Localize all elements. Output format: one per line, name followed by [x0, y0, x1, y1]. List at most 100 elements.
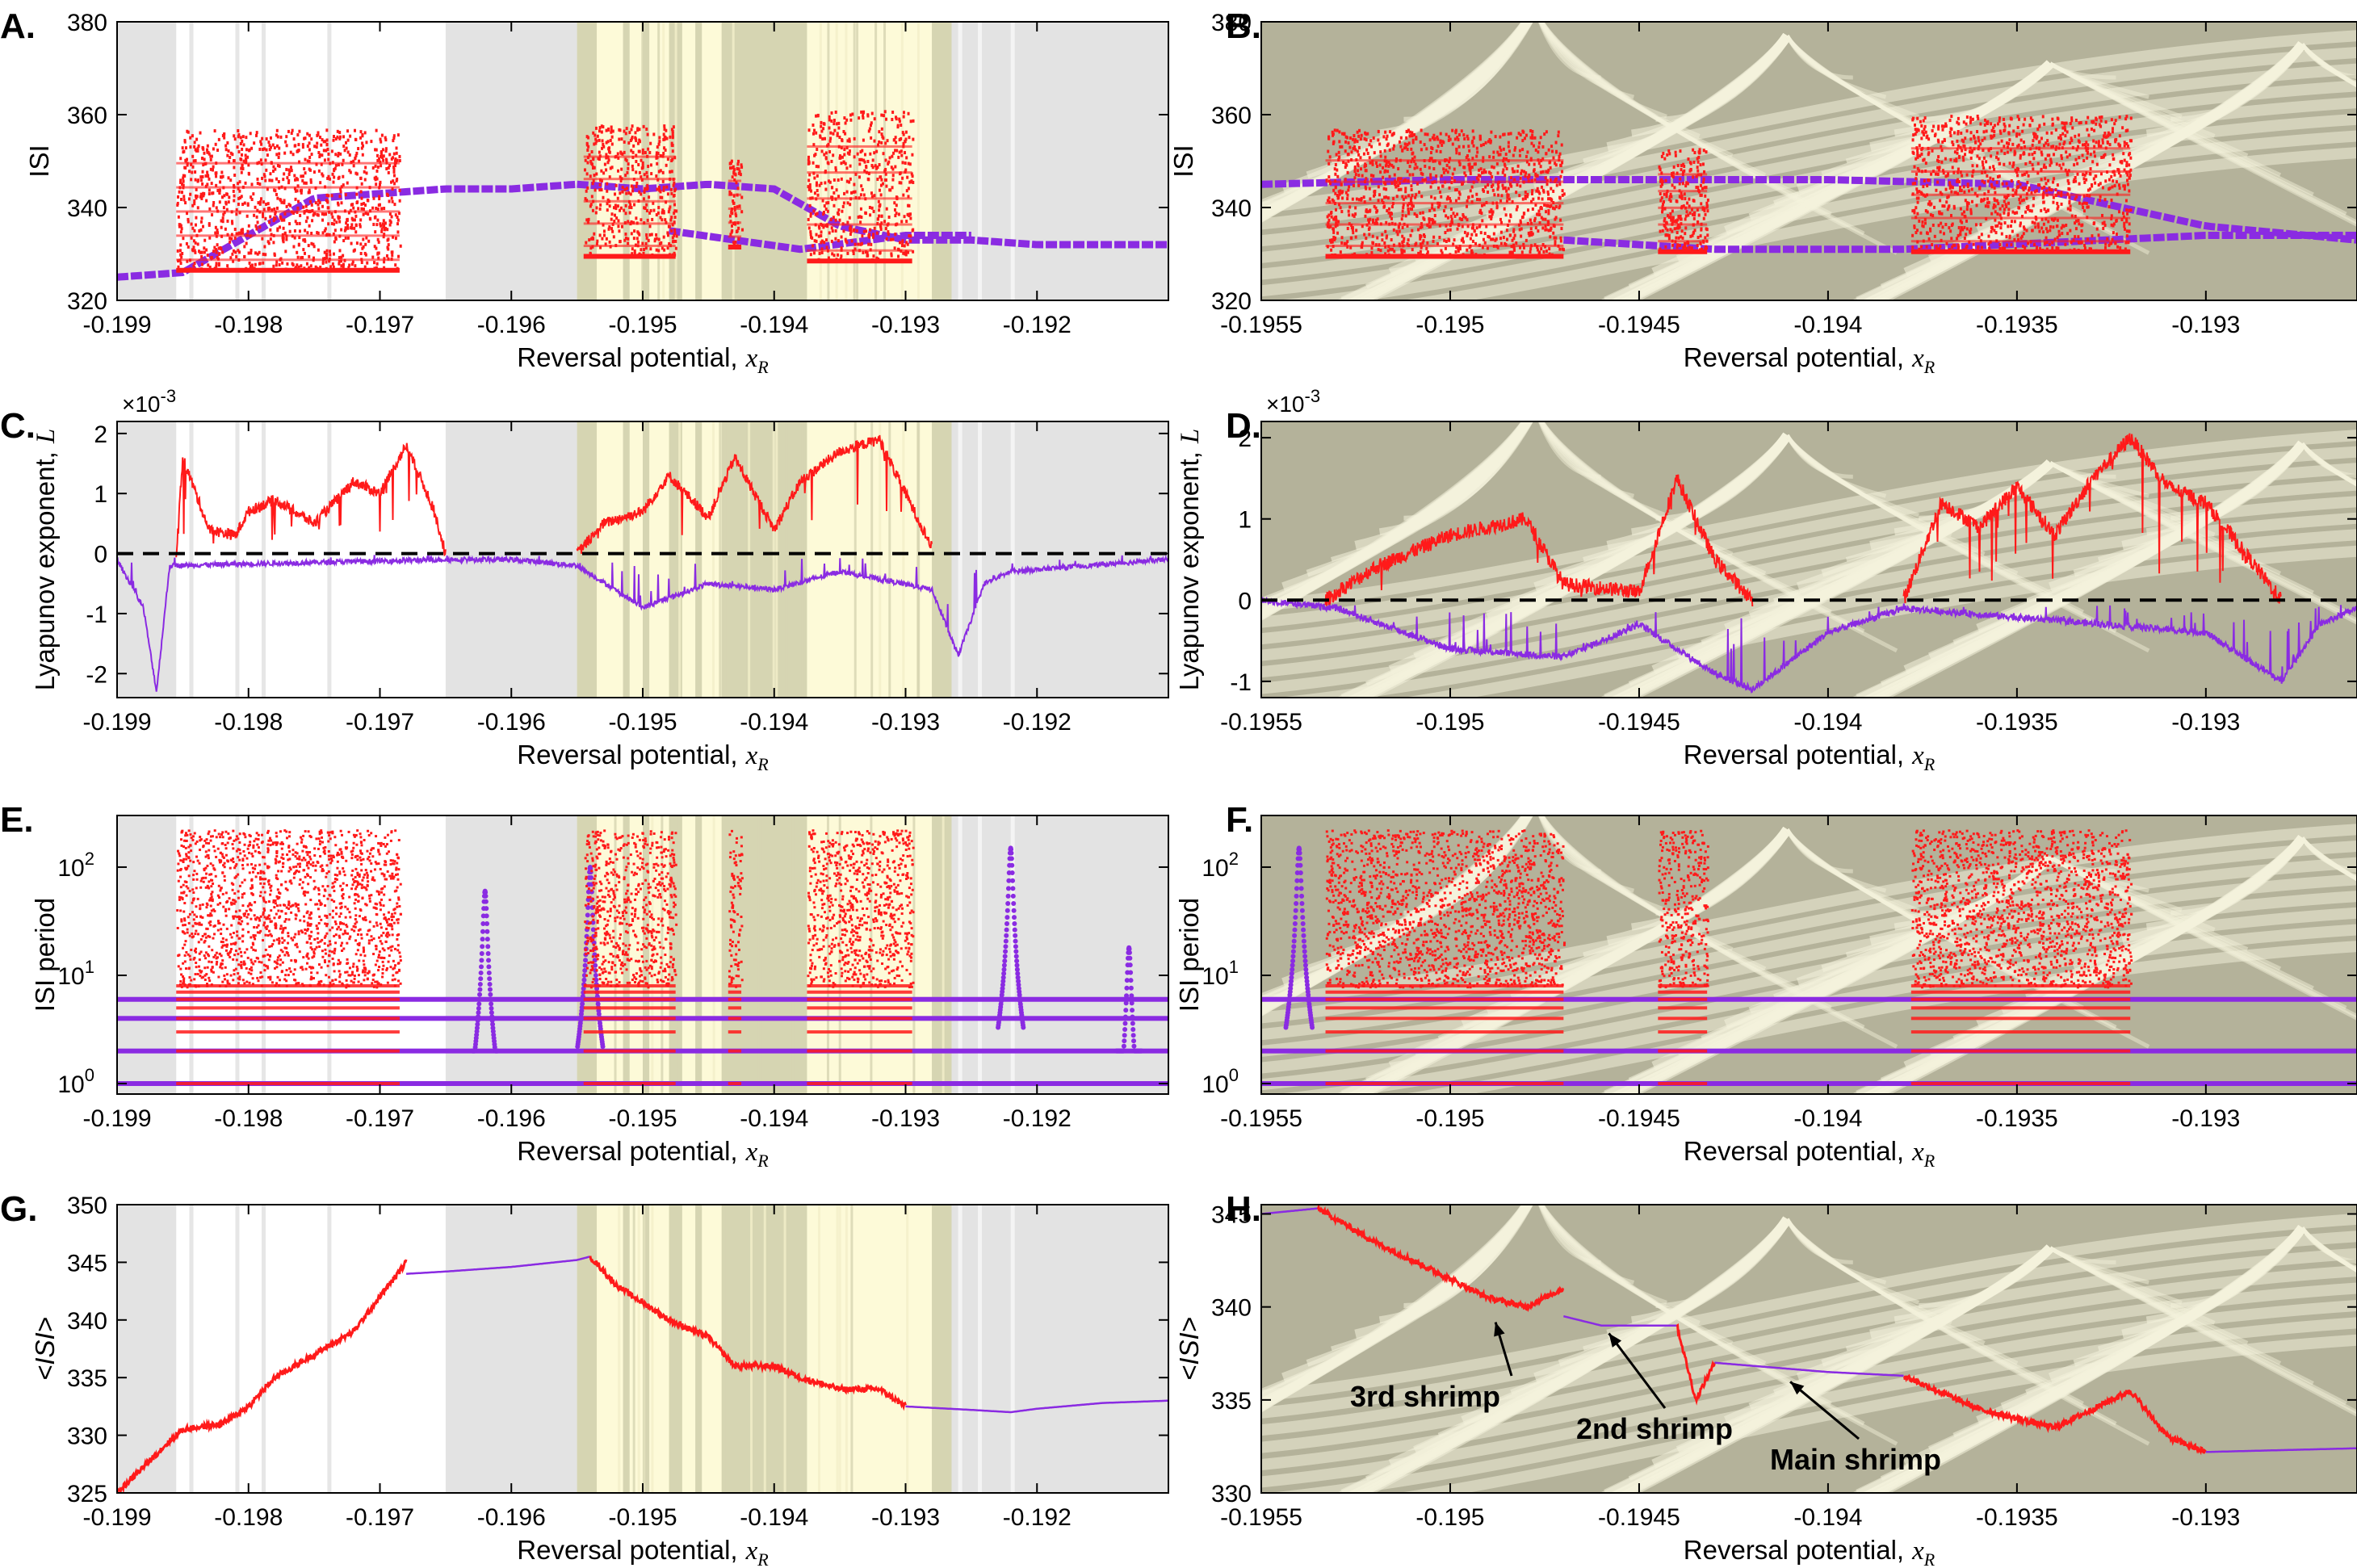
chaotic-point — [213, 129, 216, 133]
chaotic-point — [2099, 172, 2103, 176]
chaotic-point — [586, 148, 589, 152]
band-stripe — [819, 22, 822, 300]
chaotic-point — [2001, 204, 2004, 208]
chaotic-point — [600, 188, 603, 192]
chaotic-point — [2017, 185, 2020, 189]
chaotic-point — [633, 251, 636, 255]
chaotic-point — [1946, 174, 1949, 178]
chaotic-point — [904, 137, 908, 141]
chaotic-point — [843, 153, 846, 157]
chaotic-point — [1547, 228, 1550, 233]
chaotic-point — [635, 237, 639, 241]
chaotic-point — [2074, 219, 2078, 223]
chaotic-point — [2050, 188, 2053, 192]
chaotic-point — [2042, 191, 2045, 195]
chaotic-point — [1507, 132, 1510, 136]
chaotic-point — [2003, 124, 2007, 128]
chaotic-point — [900, 149, 903, 153]
chaotic-point — [834, 218, 837, 222]
chaotic-point — [1516, 170, 1519, 174]
band-stripe — [978, 22, 983, 300]
chaotic-point — [1460, 129, 1463, 133]
chaotic-point — [2016, 115, 2019, 119]
chaotic-point — [390, 180, 393, 184]
chaotic-point — [378, 182, 381, 187]
chaotic-point — [1381, 238, 1384, 242]
band-stripe — [870, 421, 874, 698]
chaotic-point — [736, 162, 740, 166]
chaotic-point — [353, 218, 356, 222]
chaotic-point — [619, 191, 622, 195]
chaotic-point — [392, 152, 396, 156]
x-tick-label: -0.194 — [1793, 312, 1862, 338]
chaotic-point — [880, 132, 883, 136]
chaotic-point — [822, 225, 825, 229]
chaotic-point — [211, 213, 214, 217]
chaotic-point — [1451, 172, 1454, 176]
chaotic-point — [828, 139, 832, 143]
chaotic-point — [1681, 170, 1684, 174]
chaotic-point — [1389, 247, 1392, 251]
chaotic-point — [831, 229, 834, 233]
chaotic-point — [1549, 228, 1552, 233]
chaotic-point — [623, 140, 626, 144]
chaotic-point — [820, 149, 824, 153]
chaotic-point — [2008, 124, 2011, 128]
chaotic-point — [231, 252, 234, 256]
chaotic-point — [346, 236, 350, 240]
chaotic-point — [301, 174, 304, 178]
chaotic-point — [1386, 209, 1389, 213]
chaotic-point — [886, 139, 889, 143]
chaotic-point — [390, 157, 393, 161]
chaotic-point — [300, 264, 303, 268]
chaotic-point — [862, 116, 865, 120]
chaotic-point — [1370, 250, 1374, 254]
chaotic-point — [194, 178, 197, 182]
chaotic-point — [193, 262, 196, 266]
chaotic-point — [1346, 226, 1349, 230]
chaotic-point — [610, 217, 613, 221]
chaotic-point — [823, 241, 826, 245]
chaotic-point — [1525, 238, 1528, 242]
chaotic-point — [1339, 250, 1342, 254]
chaotic-point — [1935, 188, 1938, 192]
chaotic-point — [1684, 184, 1688, 188]
chaotic-point — [2125, 208, 2128, 212]
chaotic-point — [1969, 208, 1973, 212]
chaotic-point — [2044, 157, 2047, 161]
chaotic-point — [1439, 149, 1442, 153]
chaotic-point — [1956, 233, 1960, 237]
chaotic-point — [1932, 124, 1936, 128]
chaotic-point — [1512, 247, 1516, 251]
chaotic-floor — [1325, 254, 1564, 259]
chaotic-point — [599, 203, 602, 207]
chaotic-point — [817, 234, 820, 238]
chaotic-point — [1988, 166, 1991, 170]
chaotic-point — [2107, 178, 2111, 182]
chaotic-point — [1533, 219, 1537, 223]
chaotic-point — [1424, 164, 1427, 168]
chaotic-point — [2005, 182, 2008, 186]
chaotic-point — [1671, 209, 1674, 213]
chaotic-point — [600, 130, 603, 134]
chaotic-point — [598, 233, 602, 237]
chaotic-point — [337, 163, 340, 167]
chaotic-point — [870, 195, 874, 199]
chaotic-point — [1923, 221, 1927, 225]
chaotic-point — [1432, 239, 1435, 243]
chaotic-point — [812, 161, 815, 165]
chaotic-point — [1509, 176, 1512, 180]
chaotic-point — [1511, 199, 1514, 203]
chaotic-point — [1549, 160, 1552, 164]
chaotic-point — [2077, 219, 2080, 223]
chaotic-point — [218, 188, 221, 192]
chaotic-point — [878, 188, 881, 192]
chaotic-band — [1910, 193, 2131, 196]
chaotic-point — [392, 165, 396, 169]
chaotic-point — [1476, 150, 1479, 154]
chaotic-point — [1990, 154, 1993, 158]
chaotic-point — [1993, 167, 1996, 171]
chaotic-point — [1377, 185, 1380, 189]
chaotic-point — [619, 240, 622, 244]
